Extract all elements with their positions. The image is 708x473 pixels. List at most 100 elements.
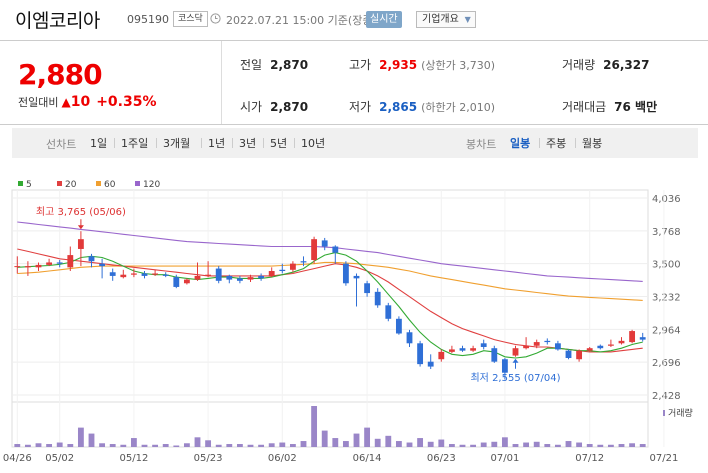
candle-daily[interactable]: 일봉 [510, 137, 531, 150]
candle-monthly[interactable]: 월봉 [582, 137, 603, 150]
volume-bar [109, 444, 116, 447]
low-value: 2,865 [379, 100, 418, 114]
candle-body [77, 239, 84, 249]
y-tick-label: 3,768 [652, 227, 681, 238]
period-10y[interactable]: 10년 [301, 137, 326, 150]
change-value: 10 [70, 94, 91, 110]
candle-body [385, 305, 392, 319]
candlestick-chart: 4,036 3,768 3,500 3,232 2,964 2,696 2,428 04/26… [0, 170, 708, 473]
volume-bar [268, 443, 275, 447]
chart-svg: 4,036 3,768 3,500 3,232 2,964 2,696 2,428 04/26… [3, 180, 693, 464]
volume-bar [130, 438, 137, 447]
candle-body [14, 266, 21, 268]
legend-swatch [135, 181, 140, 186]
price-box: 2,880 전일대비 ▲10 +0.35% [12, 41, 222, 124]
clock-icon [210, 13, 221, 24]
legend-swatch [96, 181, 101, 186]
prev-close-label: 전일 [240, 58, 263, 72]
volume-label: 거래량 [562, 58, 596, 72]
quote-divider [221, 41, 222, 124]
volume-bar [565, 441, 572, 447]
low-item: 저가 2,865 (하한가 2,010) [349, 98, 495, 115]
volume-bar [470, 444, 477, 447]
candle-body [565, 350, 572, 359]
volume-bar [342, 441, 349, 447]
period-1w[interactable]: 1주일 [121, 137, 149, 150]
high-annotation: 최고 3,765 (05/06) [36, 206, 126, 218]
company-overview-dropdown[interactable]: 기업개요 ▼ [416, 11, 476, 28]
lower-limit: (하한가 2,010) [421, 101, 495, 114]
x-tick-label: 05/23 [194, 453, 223, 464]
low-annotation: 최저 2,555 (07/04) [470, 372, 560, 384]
chevron-down-icon: ▼ [464, 15, 471, 24]
period-5y[interactable]: 5년 [270, 137, 288, 150]
volume-bar [67, 444, 74, 447]
volume-bar [448, 444, 455, 447]
volume-bar [395, 441, 402, 447]
volume-bar [576, 442, 583, 447]
period-3m[interactable]: 3개월 [163, 137, 191, 150]
x-tick-label: 07/01 [490, 453, 519, 464]
candle-body [480, 343, 487, 347]
y-tick-label: 2,964 [652, 325, 681, 336]
volume-bar [88, 433, 95, 447]
volume-bar [353, 433, 360, 447]
volume-bar [24, 444, 31, 447]
legend-label: 120 [143, 180, 160, 190]
candle-body [470, 348, 477, 351]
period-separator [232, 138, 233, 148]
volume-bar [523, 442, 530, 447]
volume-bar [194, 437, 201, 447]
high-value: 2,935 [379, 58, 418, 72]
candle-body [332, 246, 339, 253]
candle-body [417, 343, 424, 365]
open-item: 시가 2,870 [240, 98, 308, 115]
volume-bar [544, 444, 551, 447]
period-separator [201, 138, 202, 148]
candle-body [618, 340, 625, 344]
volume-bar [501, 437, 508, 447]
volume-bar [374, 438, 381, 447]
candle-body [311, 239, 318, 260]
candle-body [130, 273, 137, 275]
period-separator [263, 138, 264, 148]
period-separator [575, 138, 576, 148]
period-1y[interactable]: 1년 [208, 137, 226, 150]
stock-header: 이엠코리아 095190 코스닥 2022.07.21 15:00 기준(장중)… [0, 0, 708, 40]
period-separator [114, 138, 115, 148]
volume-bar [14, 444, 21, 447]
period-3y[interactable]: 3년 [239, 137, 257, 150]
volume-bar [99, 443, 106, 447]
market-badge: 코스닥 [173, 11, 208, 27]
candle-body [247, 277, 254, 280]
prev-close-value: 2,870 [270, 58, 309, 72]
volume-legend-swatch [663, 410, 665, 416]
x-tick-label: 05/02 [45, 453, 74, 464]
y-tick-label: 2,696 [652, 358, 681, 369]
change-row: 전일대비 ▲10 +0.35% [18, 94, 157, 110]
volume-bar [247, 444, 254, 447]
candle-body [120, 274, 127, 278]
volume-bar [279, 442, 286, 447]
ma20-line [17, 248, 643, 353]
volume-bar [332, 438, 339, 447]
x-tick-label: 05/12 [119, 453, 148, 464]
candle-body [512, 348, 519, 356]
volume-bar [226, 444, 233, 447]
candle-body [236, 278, 243, 281]
high-item: 고가 2,935 (상한가 3,730) [349, 56, 495, 73]
candle-body [353, 275, 360, 279]
volume-bar [162, 444, 169, 447]
candle-weekly[interactable]: 주봉 [546, 137, 567, 150]
quote-panel: 2,880 전일대비 ▲10 +0.35% 전일 2,870 시가 2,870 고가 2,… [0, 40, 708, 125]
x-tick-label: 06/14 [353, 453, 382, 464]
candle-body [576, 350, 583, 360]
volume-bar [46, 444, 53, 447]
realtime-button[interactable]: 실시간 [366, 11, 402, 28]
period-1d[interactable]: 1일 [90, 137, 108, 150]
candle-body [427, 361, 434, 367]
current-price: 2,880 [18, 58, 103, 91]
candle-body [46, 262, 53, 265]
candle-body [448, 349, 455, 352]
volume-bar [289, 444, 296, 447]
